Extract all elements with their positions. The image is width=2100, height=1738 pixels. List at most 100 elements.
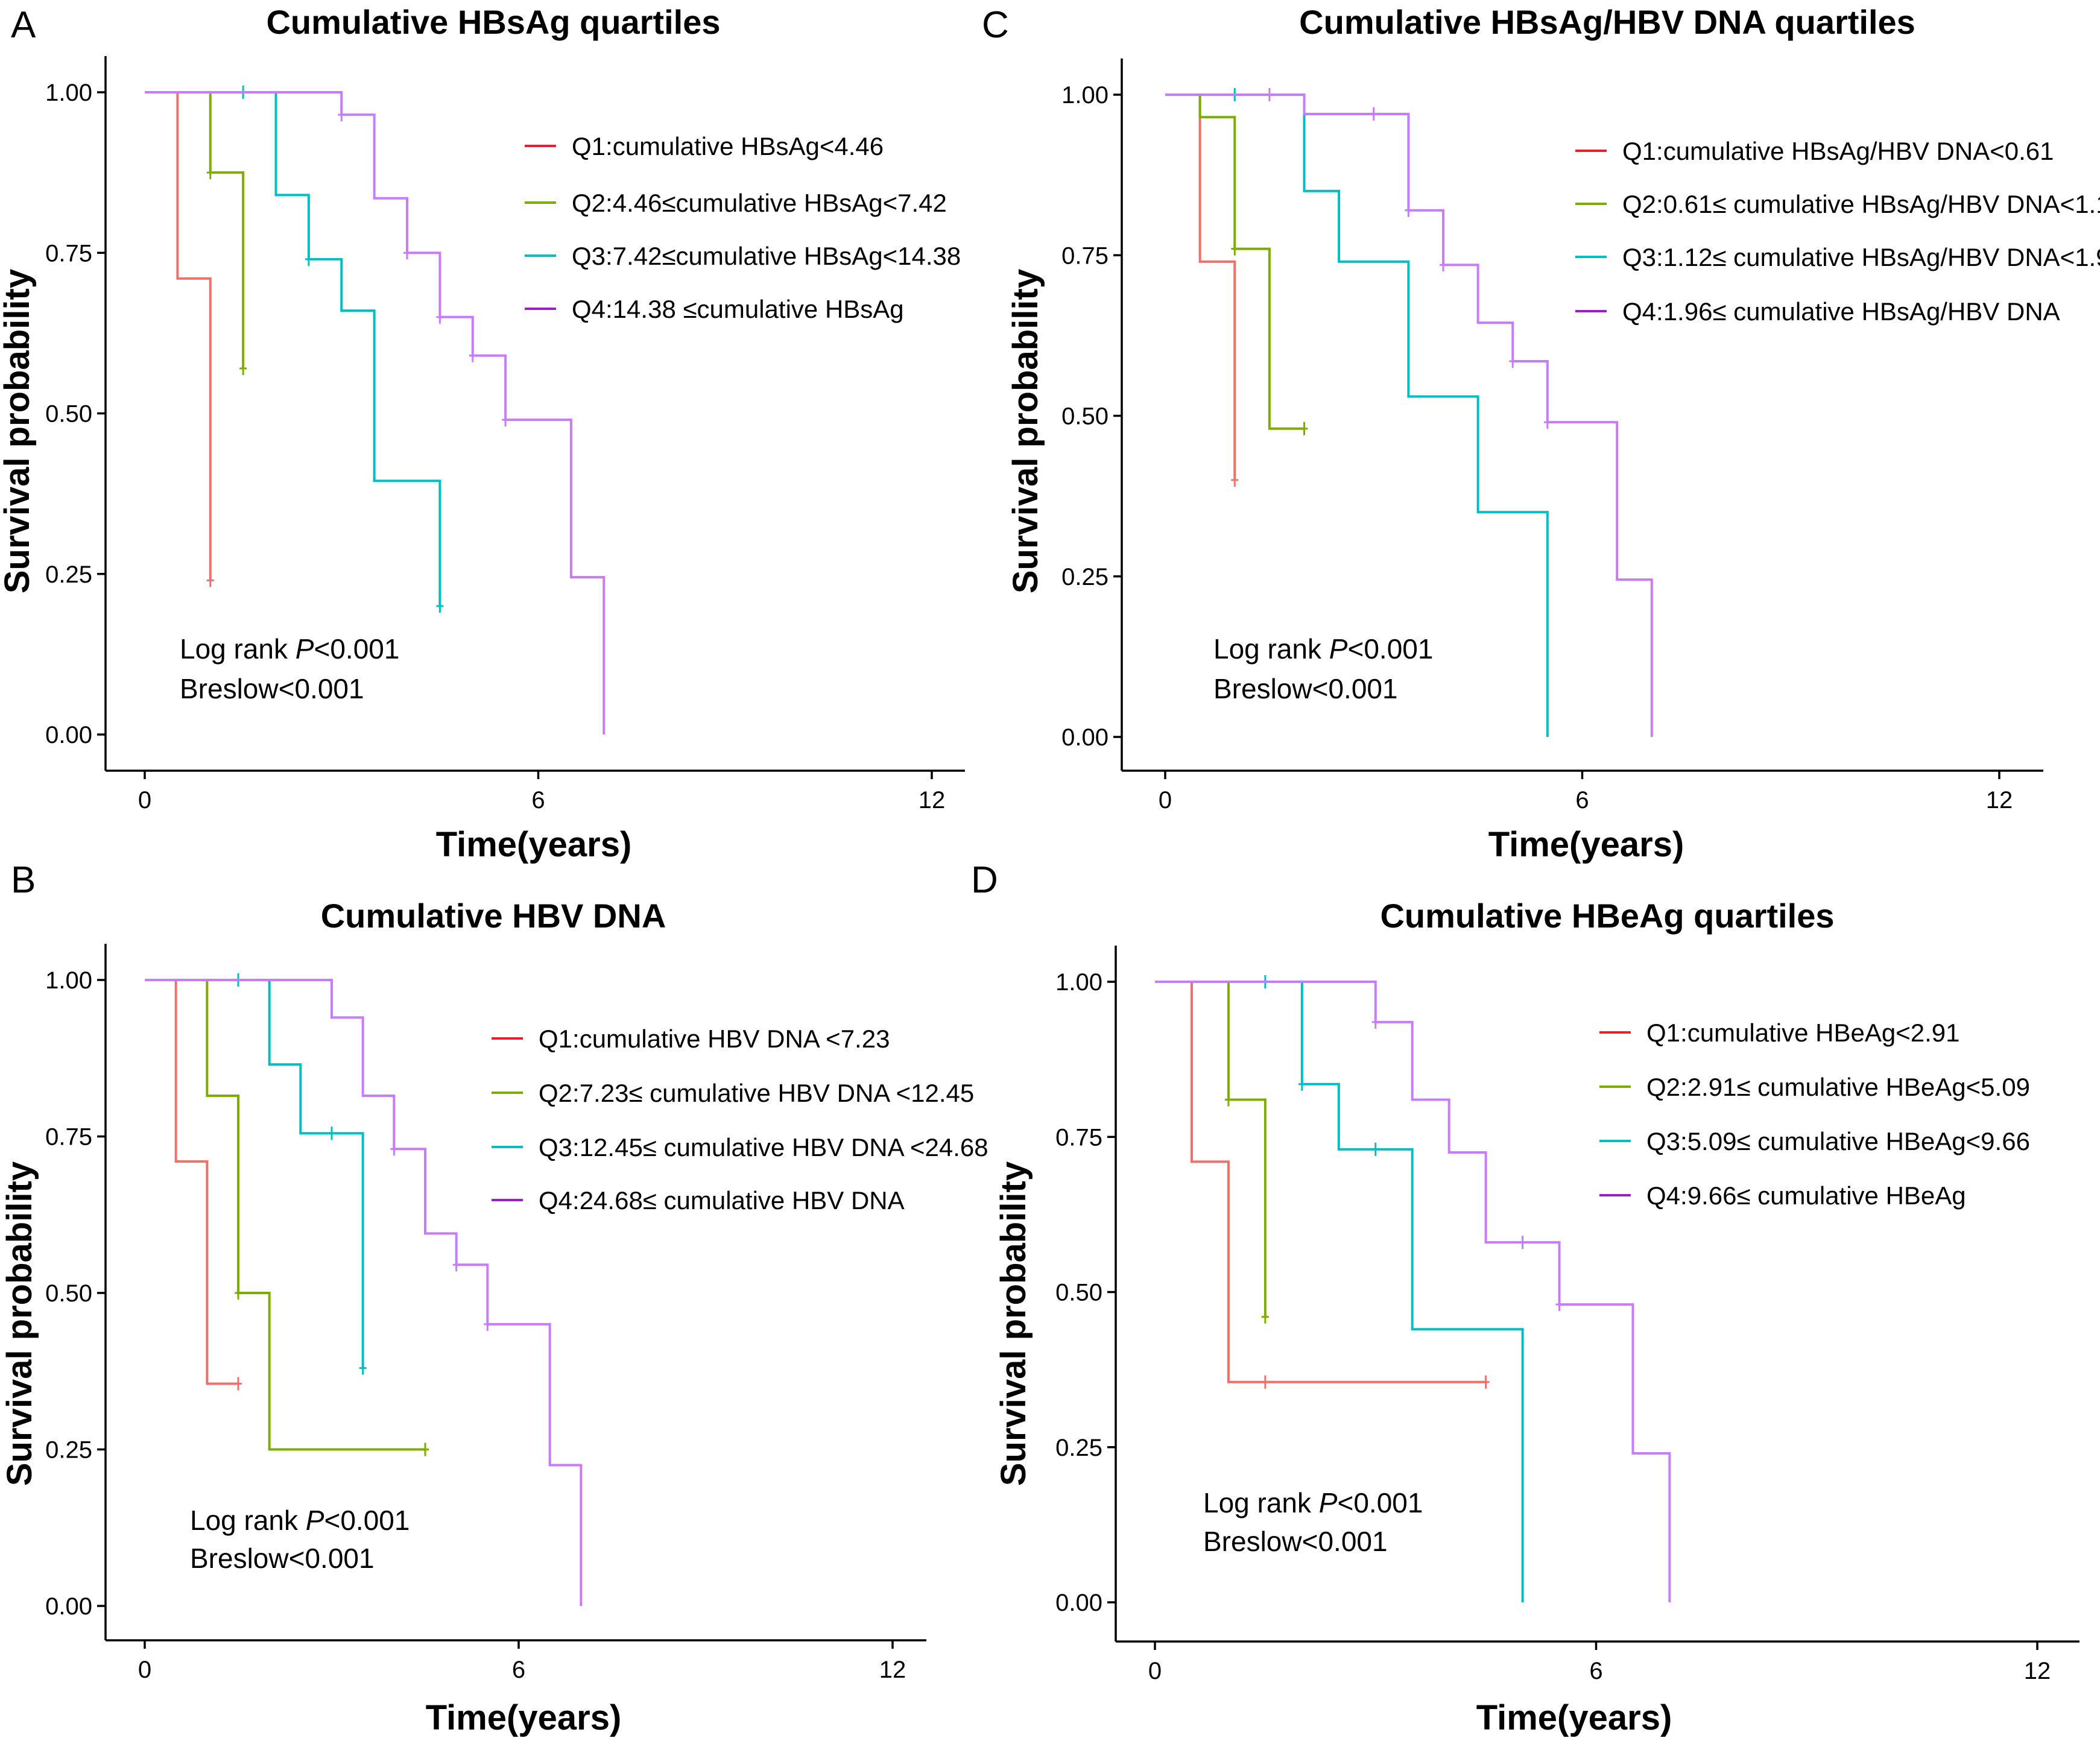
x-tick-label: 6 <box>1575 787 1589 814</box>
log-rank-text: Log rank P<0.001 <box>1213 633 1433 665</box>
x-tick-label: 6 <box>1589 1658 1602 1684</box>
y-tick-label: 0.75 <box>45 1124 92 1151</box>
y-tick-label: 0.75 <box>45 240 92 267</box>
legend-label: Q2:7.23≤ cumulative HBV DNA <12.45 <box>539 1079 974 1107</box>
breslow-text: Breslow<0.001 <box>180 673 364 704</box>
km-curve-q2 <box>1165 93 1305 430</box>
legend-label: Q4:24.68≤ cumulative HBV DNA <box>539 1186 905 1215</box>
log-rank-value: <0.001 <box>314 633 399 665</box>
km-curve-q3 <box>1155 981 1524 1602</box>
km-curve-q3 <box>145 979 364 1368</box>
km-curve-q1 <box>1165 93 1236 480</box>
y-tick-label: 0.00 <box>1055 1590 1102 1616</box>
legend-label: Q2:2.91≤ cumulative HBeAg<5.09 <box>1646 1073 2030 1101</box>
chart-title: Cumulative HBsAg quartiles <box>266 3 720 41</box>
log-rank-text: Log rank P<0.001 <box>1203 1487 1423 1518</box>
km-curve-q2 <box>1155 981 1267 1317</box>
log-rank-text: Log rank P<0.001 <box>180 633 399 665</box>
x-tick-label: 0 <box>138 787 151 814</box>
y-tick-label: 1.00 <box>45 967 92 994</box>
legend-label: Q2:4.46≤cumulative HBsAg<7.42 <box>572 189 947 217</box>
log-rank-prefix: Log rank <box>1203 1487 1319 1518</box>
legend-label: Q1:cumulative HBeAg<2.91 <box>1646 1019 1959 1047</box>
log-rank-prefix: Log rank <box>190 1505 306 1536</box>
km-curve-q4 <box>145 979 583 1606</box>
y-tick-label: 1.00 <box>45 80 92 106</box>
y-tick-label: 0.50 <box>45 1280 92 1307</box>
x-tick-label: 0 <box>1159 787 1172 814</box>
legend-label: Q3:5.09≤ cumulative HBeAg<9.66 <box>1646 1127 2030 1155</box>
legend-label: Q4:1.96≤ cumulative HBsAg/HBV DNA <box>1622 297 2060 326</box>
y-tick-label: 0.75 <box>1055 1124 1102 1151</box>
km-curve-q2 <box>145 91 245 368</box>
y-tick-label: 1.00 <box>1055 969 1102 996</box>
km-curve-q3 <box>145 91 441 606</box>
x-axis-title: Time(years) <box>1488 825 1684 864</box>
y-tick-label: 1.00 <box>1061 82 1109 109</box>
y-tick-label: 0.75 <box>1061 242 1109 269</box>
x-tick-label: 6 <box>512 1657 525 1683</box>
km-curve-q2 <box>145 979 425 1451</box>
log-rank-value: <0.001 <box>1337 1487 1423 1518</box>
log-rank-p: P <box>1329 633 1348 665</box>
x-tick-label: 12 <box>2024 1658 2051 1684</box>
x-tick-label: 12 <box>1986 787 2013 814</box>
chart-title: Cumulative HBeAg quartiles <box>1380 897 1834 935</box>
log-rank-p: P <box>306 1505 324 1536</box>
x-tick-label: 12 <box>879 1657 906 1683</box>
log-rank-p: P <box>1319 1487 1338 1518</box>
x-axis-title: Time(years) <box>426 1698 622 1737</box>
log-rank-value: <0.001 <box>324 1505 410 1536</box>
km-curve-q1 <box>145 979 238 1385</box>
log-rank-p: P <box>296 633 314 665</box>
log-rank-value: <0.001 <box>1347 633 1433 665</box>
y-axis-title: Survival probability <box>1006 269 1045 593</box>
y-tick-label: 0.50 <box>1055 1280 1102 1306</box>
legend-label: Q1:cumulative HBsAg/HBV DNA<0.61 <box>1622 137 2054 165</box>
breslow-text: Breslow<0.001 <box>1203 1526 1388 1557</box>
panel-letter: C <box>982 4 1009 46</box>
y-axis-title: Survival probability <box>0 1161 39 1486</box>
y-tick-label: 0.25 <box>1061 564 1109 590</box>
x-axis-title: Time(years) <box>1476 1698 1672 1737</box>
breslow-text: Breslow<0.001 <box>190 1543 375 1574</box>
legend-label: Q4:9.66≤ cumulative HBeAg <box>1646 1181 1966 1210</box>
log-rank-prefix: Log rank <box>180 633 296 665</box>
panel-letter: A <box>11 4 36 46</box>
panel-letter: D <box>971 859 998 901</box>
legend-label: Q3:12.45≤ cumulative HBV DNA <24.68 <box>539 1133 988 1161</box>
y-tick-label: 0.00 <box>45 1593 92 1620</box>
legend-label: Q1:cumulative HBV DNA <7.23 <box>539 1025 890 1053</box>
x-tick-label: 6 <box>531 787 545 814</box>
y-tick-label: 0.00 <box>45 722 92 748</box>
legend-label: Q2:0.61≤ cumulative HBsAg/HBV DNA<1.12 <box>1622 190 2100 218</box>
panel-letter: B <box>11 859 36 901</box>
legend-label: Q1:cumulative HBsAg<4.46 <box>572 132 884 160</box>
y-tick-label: 0.00 <box>1061 724 1109 751</box>
km-curve-q1 <box>145 91 212 581</box>
y-tick-label: 0.50 <box>1061 403 1109 430</box>
y-tick-label: 0.25 <box>1055 1435 1102 1461</box>
legend-label: Q4:14.38 ≤cumulative HBsAg <box>572 295 904 323</box>
y-tick-label: 0.25 <box>45 1437 92 1464</box>
y-axis-title: Survival probability <box>994 1161 1033 1486</box>
y-tick-label: 0.50 <box>45 401 92 428</box>
panel-a: A Cumulative HBsAg quartiles 0.00 0.25 0.50 0… <box>0 3 965 864</box>
log-rank-text: Log rank P<0.001 <box>190 1505 410 1536</box>
log-rank-prefix: Log rank <box>1213 633 1329 665</box>
km-curve-q3 <box>1165 93 1549 737</box>
panel-b: B Cumulative HBV DNA 0.00 0.25 0.50 0.75 1.00 0… <box>0 859 988 1737</box>
chart-title: Cumulative HBsAg/HBV DNA quartiles <box>1299 3 1915 41</box>
x-tick-label: 0 <box>138 1657 151 1683</box>
chart-title: Cumulative HBV DNA <box>321 897 666 935</box>
km-curve-q4 <box>1155 981 1671 1602</box>
x-tick-label: 12 <box>919 787 946 814</box>
y-tick-label: 0.25 <box>45 561 92 588</box>
km-curve-q1 <box>1155 981 1486 1383</box>
x-tick-label: 0 <box>1148 1658 1162 1684</box>
x-axis-title: Time(years) <box>436 825 632 864</box>
legend-label: Q3:1.12≤ cumulative HBsAg/HBV DNA<1.96 <box>1622 243 2100 271</box>
breslow-text: Breslow<0.001 <box>1213 673 1398 704</box>
legend-label: Q3:7.42≤cumulative HBsAg<14.38 <box>572 242 961 270</box>
